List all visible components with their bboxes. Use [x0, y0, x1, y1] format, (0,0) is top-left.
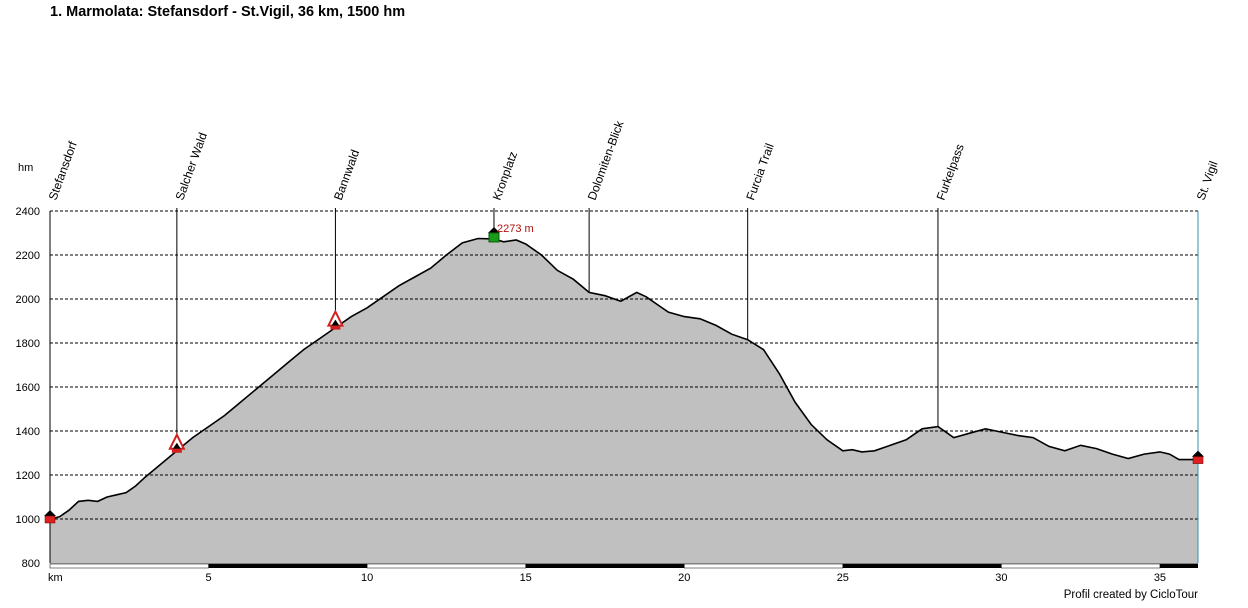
- km-scale-segment: [49, 563, 209, 569]
- x-tick-label: 20: [678, 572, 690, 584]
- km-scale-segment: [842, 564, 1002, 568]
- x-tick-label: 10: [361, 572, 373, 584]
- km-scale-segment: [1001, 563, 1161, 569]
- waypoint-label: Salcher Wald: [173, 131, 210, 202]
- summit-marker-base: [488, 232, 500, 243]
- x-tick-label: 30: [995, 572, 1007, 584]
- km-scale-segment: [366, 563, 526, 569]
- endpoint-marker-base: [1192, 456, 1204, 464]
- endpoint-marker-base: [44, 515, 56, 524]
- waypoint-label: Furkelpass: [934, 142, 967, 202]
- waypoint-label: Dolomiten-Blick: [585, 118, 627, 202]
- y-tick-label: 1200: [16, 470, 40, 482]
- credit-text: Profil created by CicloTour: [1063, 589, 1198, 601]
- waypoint-label: St. Vigil: [1194, 159, 1221, 202]
- x-tick-label: 25: [837, 572, 849, 584]
- y-tick-label: 1800: [16, 338, 40, 350]
- x-tick-label: 5: [206, 572, 212, 584]
- y-tick-label: 1000: [16, 514, 40, 526]
- y-tick-label: 2200: [16, 250, 40, 262]
- km-scale-segment: [684, 563, 844, 569]
- pass-marker-base: [330, 325, 341, 330]
- y-tick-label: 1600: [16, 382, 40, 394]
- pass-marker-inner: [172, 442, 181, 449]
- y-axis-label: hm: [18, 162, 33, 174]
- summit-marker-icon: [487, 226, 500, 233]
- endpoint-marker-icon: [1192, 450, 1204, 457]
- y-tick-label: 2000: [16, 294, 40, 306]
- profile-line: [49, 237, 1198, 520]
- chart-title: 1. Marmolata: Stefansdorf - St.Vigil, 36…: [50, 4, 406, 20]
- km-scale-segment: [208, 564, 368, 568]
- waypoint-label: Kronplatz: [490, 150, 520, 202]
- endpoint-marker-icon: [44, 510, 56, 516]
- pass-marker-base: [171, 448, 182, 453]
- summit-altitude-label: 2273 m: [497, 223, 534, 235]
- x-tick-label: 15: [520, 572, 532, 584]
- x-axis-label: km: [48, 572, 63, 584]
- y-tick-label: 2400: [16, 206, 40, 218]
- y-tick-label: 1400: [16, 426, 40, 438]
- y-tick-label: 800: [22, 558, 40, 570]
- pass-marker-inner: [331, 319, 340, 326]
- waypoint-label: Furcia Trail: [743, 141, 776, 202]
- waypoint-label: Stefansdorf: [46, 139, 80, 202]
- waypoint-label: Bannwald: [331, 148, 362, 202]
- km-scale-segment: [1159, 564, 1198, 568]
- profile-area: [50, 238, 1198, 563]
- km-scale-segment: [525, 564, 685, 568]
- x-tick-label: 35: [1154, 572, 1166, 584]
